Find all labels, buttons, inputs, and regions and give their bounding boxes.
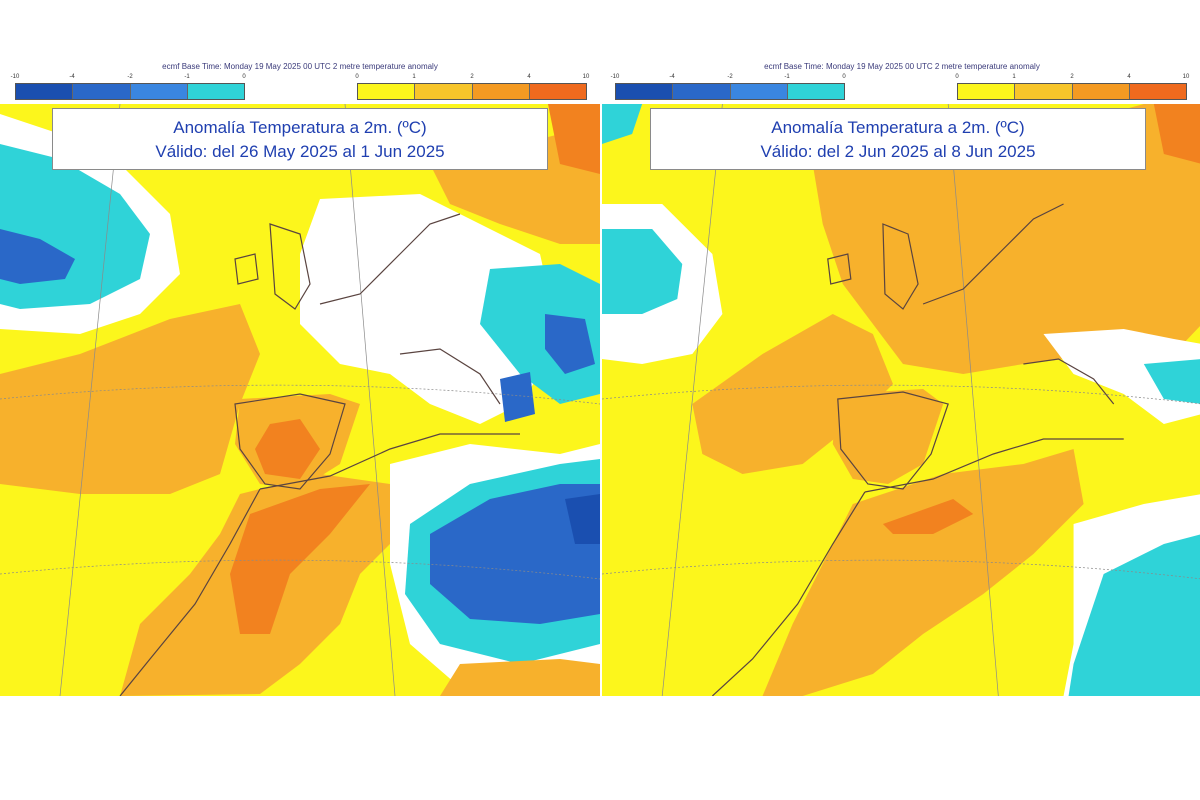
very-warm-zone <box>1153 104 1200 164</box>
colorbar-swatch <box>1015 84 1073 99</box>
tick-label: 4 <box>527 74 531 80</box>
tick-label: 10 <box>582 74 590 80</box>
colorbar-swatch <box>187 84 244 99</box>
africa-coastline <box>864 438 1124 493</box>
colorbar-cold <box>15 83 245 100</box>
tick-label: -10 <box>610 74 620 80</box>
colorbar-swatch <box>130 84 188 99</box>
map-title: Anomalía Temperatura a 2m. (ºC) <box>771 118 1025 137</box>
africa-coastline <box>711 491 866 696</box>
base-time-header: ecmf Base Time: Monday 19 May 2025 00 UT… <box>162 62 438 71</box>
colorbar-swatch <box>472 84 530 99</box>
tick-label: -2 <box>127 74 133 80</box>
tick-label: -2 <box>727 74 733 80</box>
warm-zone <box>832 389 944 484</box>
colorbar-swatch <box>358 84 416 99</box>
tick-label: 1 <box>1012 74 1016 80</box>
cold-zone <box>0 229 75 284</box>
very-warm-zone <box>548 104 600 174</box>
anomaly-map-right <box>602 104 1200 696</box>
neutral-zone <box>1043 329 1200 424</box>
tick-label: 4 <box>1127 74 1131 80</box>
tick-label: -1 <box>184 74 190 80</box>
warm-zone <box>812 104 1200 374</box>
tick-label: 10 <box>1182 74 1190 80</box>
map-title: Anomalía Temperatura a 2m. (ºC) <box>173 118 427 137</box>
africa-coastline <box>119 488 261 696</box>
colorbar-swatch <box>1129 84 1186 99</box>
europe-coastline <box>922 203 1064 305</box>
tick-label: -4 <box>669 74 675 80</box>
colorbar-warm <box>357 83 587 100</box>
ireland-coastline <box>827 253 852 285</box>
warm-zone <box>762 449 1084 696</box>
map-validity: Válido: del 26 May 2025 al 1 Jun 2025 <box>155 142 445 161</box>
colorbar-swatch <box>958 84 1016 99</box>
map-panel-left: ecmf Base Time: Monday 19 May 2025 00 UT… <box>0 0 600 700</box>
slight-cold-zone <box>602 104 643 144</box>
colorbar-swatch <box>673 84 731 99</box>
colorbar-warm <box>957 83 1187 100</box>
latitude-line <box>0 384 600 405</box>
iberia-coastline <box>837 391 949 490</box>
latitude-line <box>0 559 600 580</box>
colorbar-swatch <box>16 84 74 99</box>
base-time-header: ecmf Base Time: Monday 19 May 2025 00 UT… <box>764 62 1040 71</box>
colorbar-swatch <box>616 84 674 99</box>
very-cold-zone <box>565 494 600 544</box>
colorbar-swatch <box>415 84 473 99</box>
tick-label: 0 <box>355 74 359 80</box>
longitude-line <box>59 104 121 696</box>
map-panel-right: ecmf Base Time: Monday 19 May 2025 00 UT… <box>602 0 1200 700</box>
warm-zone <box>692 314 893 474</box>
latitude-line <box>602 559 1200 580</box>
europe-coastline <box>319 213 461 305</box>
colorbar-swatch <box>1072 84 1130 99</box>
cold-zone <box>500 372 535 422</box>
italy-coastline <box>399 348 501 405</box>
cold-zone <box>545 314 595 374</box>
latitude-line <box>602 384 1200 405</box>
tick-label: 1 <box>412 74 416 80</box>
warm-zone <box>440 659 600 696</box>
anomaly-map-left <box>0 104 600 696</box>
neutral-zone <box>300 194 560 424</box>
britain-coastline <box>882 223 919 310</box>
tick-label: -4 <box>69 74 75 80</box>
colorbar-swatch <box>730 84 788 99</box>
colorbar-cold <box>615 83 845 100</box>
very-warm-zone <box>230 484 370 634</box>
cold-zone <box>430 484 600 624</box>
tick-label: 0 <box>842 74 846 80</box>
tick-label: 2 <box>1070 74 1074 80</box>
tick-label: 2 <box>470 74 474 80</box>
very-warm-zone <box>255 419 320 479</box>
very-warm-zone <box>882 499 974 534</box>
tick-label: 0 <box>242 74 246 80</box>
iberia-coastline <box>234 393 346 490</box>
map-title-box: Anomalía Temperatura a 2m. (ºC) Válido: … <box>650 108 1146 170</box>
italy-coastline <box>1023 358 1115 405</box>
ireland-coastline <box>234 253 259 285</box>
map-validity: Válido: del 2 Jun 2025 al 8 Jun 2025 <box>760 142 1036 161</box>
colorbar-swatch <box>73 84 131 99</box>
map-title-box: Anomalía Temperatura a 2m. (ºC) Válido: … <box>52 108 548 170</box>
tick-label: 0 <box>955 74 959 80</box>
colorbar-swatch <box>787 84 844 99</box>
tick-label: -1 <box>784 74 790 80</box>
longitude-line <box>947 104 999 696</box>
panel-divider <box>600 104 602 696</box>
longitude-line <box>661 104 723 696</box>
tick-label: -10 <box>10 74 20 80</box>
longitude-line <box>344 104 396 696</box>
britain-coastline <box>269 223 311 310</box>
slight-cold-zone <box>602 229 683 314</box>
colorbar-swatch <box>529 84 586 99</box>
slight-cold-zone <box>1143 359 1200 404</box>
warm-zone <box>430 124 600 244</box>
africa-coastline <box>259 433 520 490</box>
warm-zone <box>0 304 260 494</box>
